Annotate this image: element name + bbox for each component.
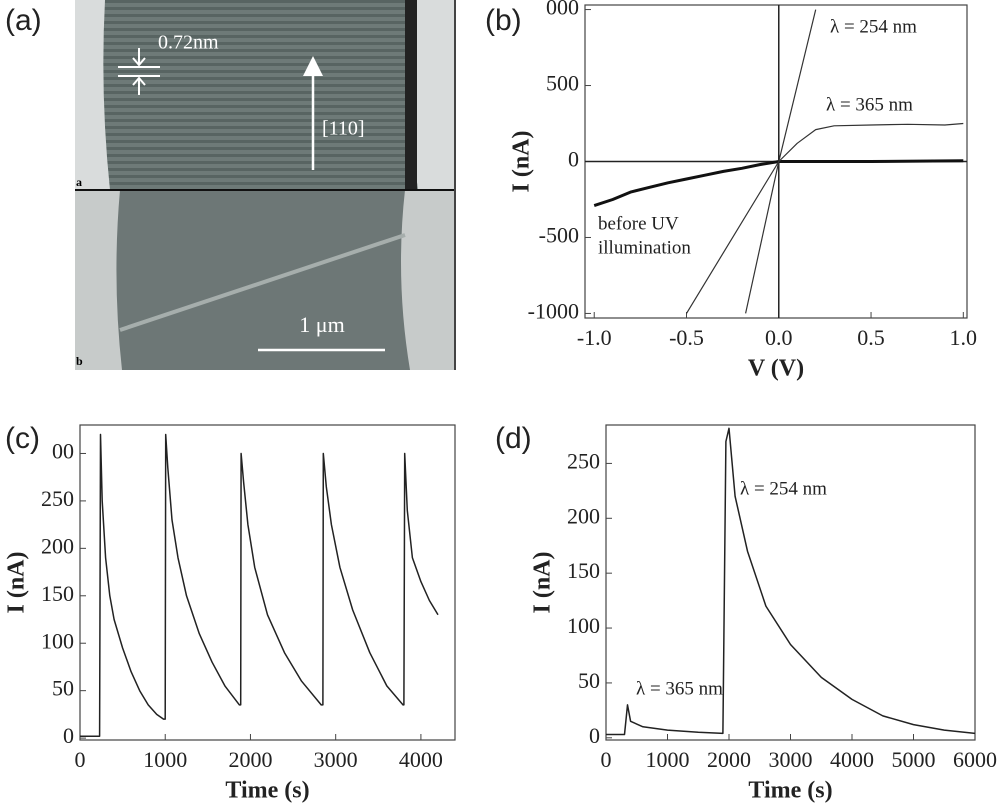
x-tick-label: -0.5 [669,325,704,350]
x-tick-label: 3000 [314,747,358,772]
annotation: λ = 365 nm [636,678,723,699]
data-line [745,9,817,314]
y-tick-label: -1000 [528,298,579,323]
x-tick-label: 0.5 [857,325,885,350]
x-tick-label: -1.0 [577,325,612,350]
plot-frame [79,424,456,741]
y-axis-label: I (nA) [530,551,556,613]
y-tick-label: 250 [567,448,600,473]
panel-label: (a) [5,4,42,37]
x-axis-label: Time (s) [225,778,309,804]
y-tick-label: 0 [568,147,579,172]
x-tick-label: 6000 [953,747,997,772]
direction-label: [110] [322,118,365,140]
y-tick-label: 200 [567,503,600,528]
y-tick-label: 50 [52,676,74,701]
x-axis-label: V (V) [748,356,804,382]
x-tick-label: 5000 [892,747,936,772]
y-tick-label: -500 [539,223,579,248]
y-axis-label: I (nA) [4,551,30,613]
panel-label: (b) [485,4,522,37]
y-tick-label: 150 [41,581,74,606]
tag: b [76,354,83,368]
x-axis-label: Time (s) [748,778,832,804]
y-tick-label: 000 [546,0,579,20]
y-tick-label: 0 [63,723,74,748]
y-tick-label: 250 [41,486,74,511]
y-tick-label: 500 [546,71,579,96]
y-tick-label: 150 [567,558,600,583]
x-tick-label: 0 [75,747,86,772]
y-tick-label: 0 [589,723,600,748]
y-tick-label: 200 [41,533,74,558]
x-tick-label: 2000 [707,747,751,772]
spacing-label: 0.72nm [158,32,219,54]
annotation: illumination [598,237,691,258]
x-tick-label: 0.0 [765,325,793,350]
x-tick-label: 3000 [769,747,813,772]
data-line [685,122,964,314]
data-line [80,433,439,737]
micrograph [75,0,456,370]
annotation: λ = 254 nm [830,16,917,37]
scale-bar-label: 1 μm [299,312,344,337]
y-tick-label: 50 [578,668,600,693]
y-tick-label: 00 [52,439,74,464]
x-tick-label: 1000 [143,747,187,772]
annotation: before UV [598,213,679,234]
x-tick-label: 4000 [830,747,874,772]
x-tick-label: 4000 [399,747,443,772]
x-tick-label: 0 [601,747,612,772]
panel-label: (d) [495,422,532,455]
annotation: λ = 254 nm [740,478,827,499]
data-line [606,427,975,736]
tag: a [76,175,82,189]
y-axis-label: I (nA) [509,130,535,192]
panel-label: (c) [5,422,40,455]
y-tick-label: 100 [41,628,74,653]
x-tick-label: 1000 [646,747,690,772]
y-tick-label: 100 [567,613,600,638]
x-tick-label: 1.0 [950,325,978,350]
x-tick-label: 2000 [228,747,272,772]
annotation: λ = 365 nm [826,94,913,115]
